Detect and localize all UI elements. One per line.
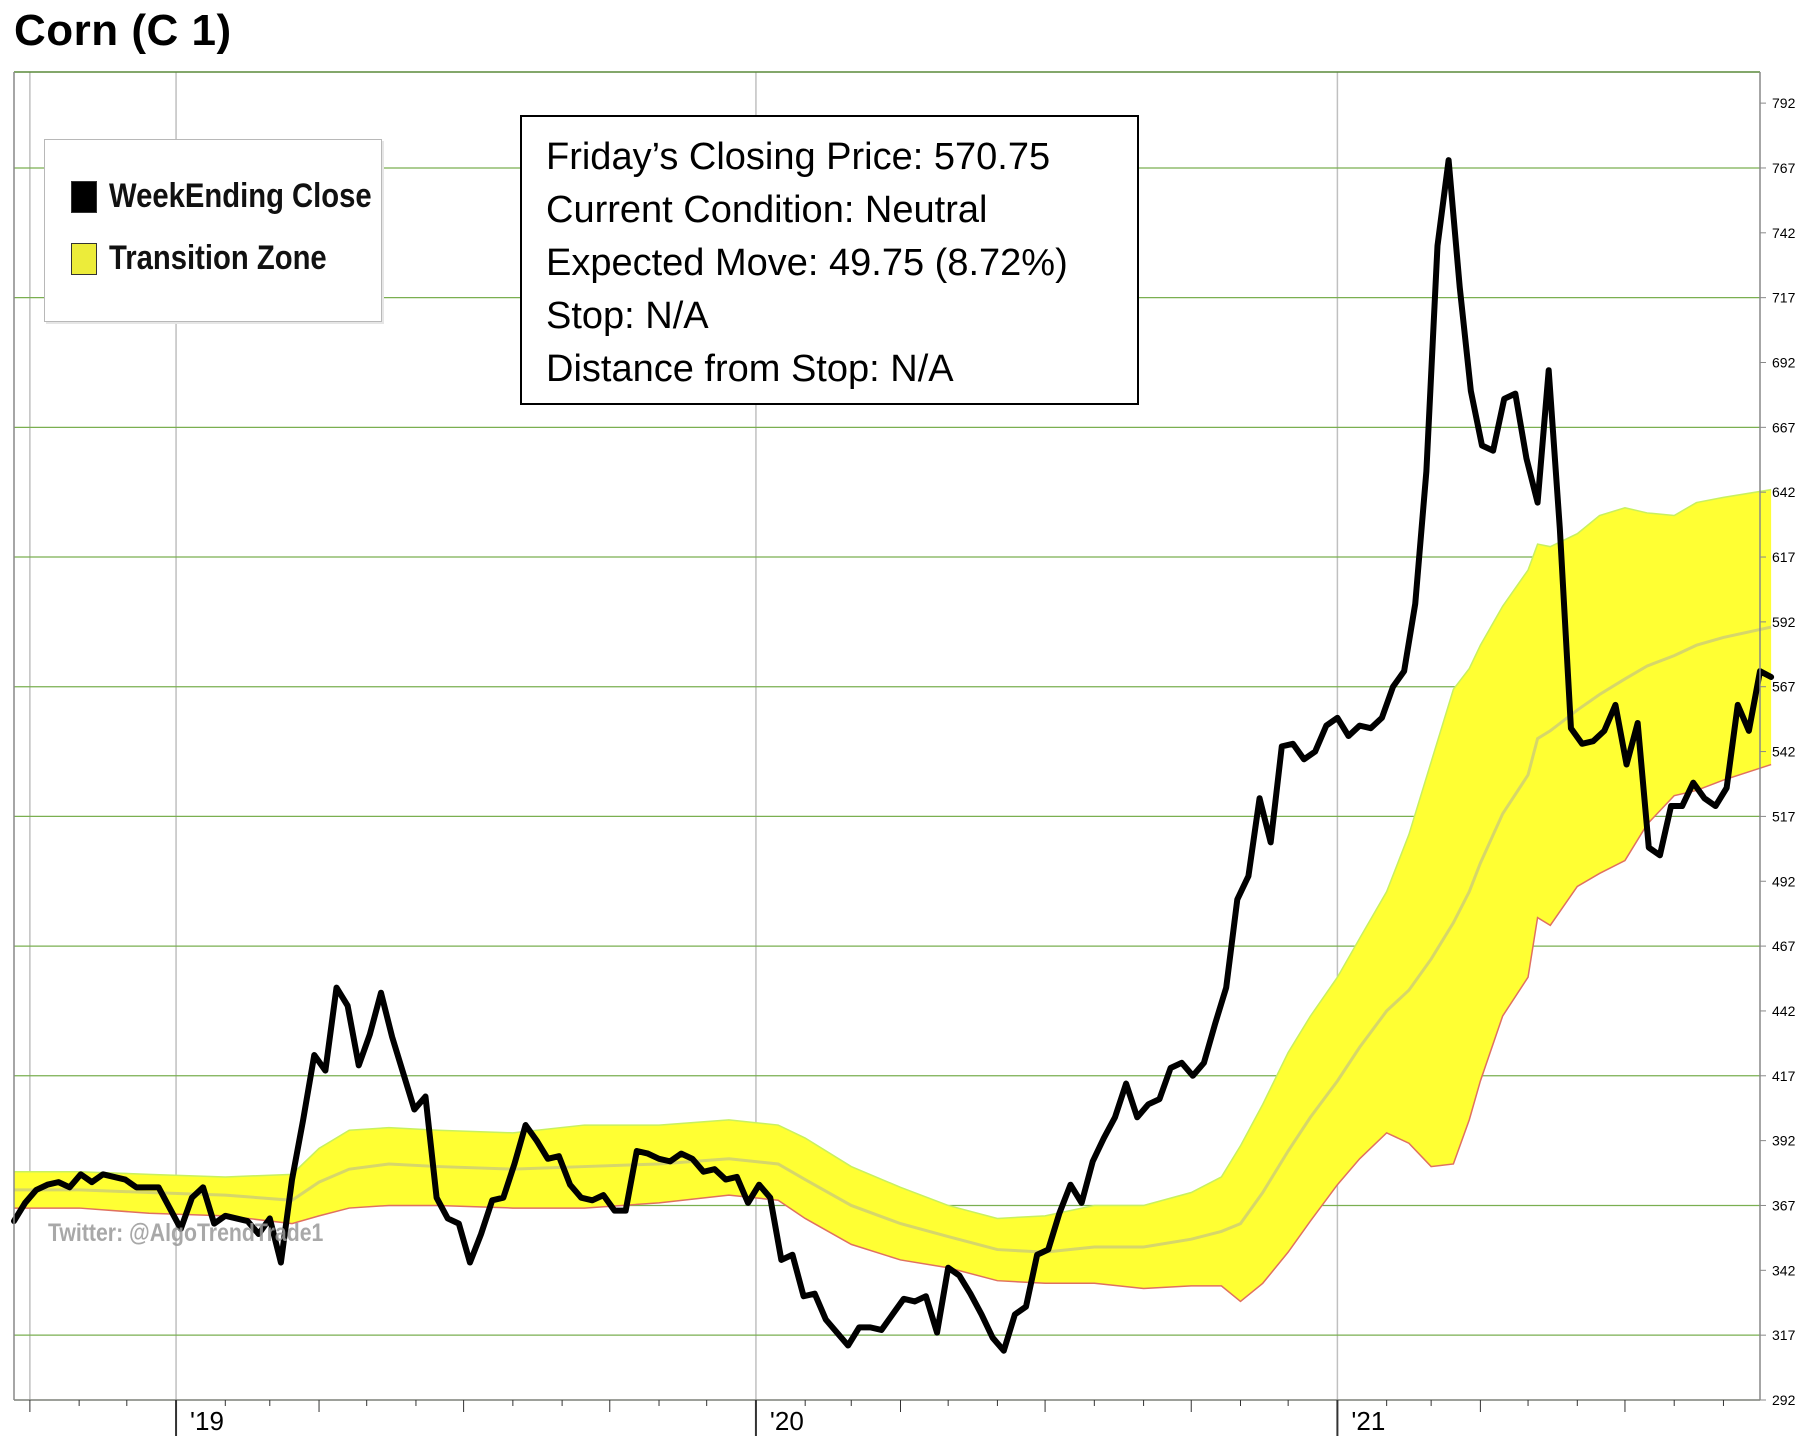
legend-label-close: WeekEnding Close bbox=[109, 177, 372, 215]
transition-zone-lower-edge bbox=[14, 763, 1772, 1303]
legend-item-zone: Transition Zone bbox=[71, 239, 362, 278]
condition-text: Current Condition: Neutral bbox=[546, 189, 988, 231]
distance-from-stop-text: Distance from Stop: N/A bbox=[546, 348, 954, 390]
y-tick-label-317: 317 bbox=[1772, 1327, 1796, 1343]
y-tick-label-692: 692 bbox=[1772, 355, 1796, 371]
closing-price-text: Friday’s Closing Price: 570.75 bbox=[546, 136, 1051, 178]
y-tick-label-642: 642 bbox=[1772, 484, 1796, 500]
y-tick-label-792: 792 bbox=[1772, 95, 1796, 111]
stop-text: Stop: N/A bbox=[546, 295, 709, 337]
transition-zone-band bbox=[14, 489, 1772, 1302]
y-tick-label-717: 717 bbox=[1772, 290, 1796, 306]
y-tick-label-567: 567 bbox=[1772, 679, 1796, 695]
y-tick-label-517: 517 bbox=[1772, 808, 1796, 824]
transition-zone-midline bbox=[14, 625, 1772, 1254]
y-tick-label-442: 442 bbox=[1772, 1003, 1796, 1019]
y-tick-label-742: 742 bbox=[1772, 225, 1796, 241]
y-tick-label-492: 492 bbox=[1772, 873, 1796, 889]
x-tick-label-2: '21 bbox=[1351, 1406, 1385, 1436]
y-tick-label-617: 617 bbox=[1772, 549, 1796, 565]
legend-label-zone: Transition Zone bbox=[109, 239, 327, 277]
chart-title: Corn (C 1) bbox=[14, 6, 232, 55]
y-tick-label-467: 467 bbox=[1772, 938, 1796, 954]
x-tick-label-1: '20 bbox=[770, 1406, 804, 1436]
y-tick-label-292: 292 bbox=[1772, 1392, 1796, 1408]
y-tick-label-417: 417 bbox=[1772, 1068, 1796, 1084]
watermark: Twitter: @AlgoTrendTrade1 bbox=[48, 1219, 324, 1247]
y-tick-label-342: 342 bbox=[1772, 1262, 1796, 1278]
legend-item-close: WeekEnding Close bbox=[71, 177, 414, 216]
expected-move-text: Expected Move: 49.75 (8.72%) bbox=[546, 242, 1068, 284]
weekending-close-line bbox=[11, 157, 1775, 1354]
x-tick-label-0: '19 bbox=[190, 1406, 224, 1436]
y-tick-label-767: 767 bbox=[1772, 160, 1796, 176]
legend-swatch-close bbox=[71, 180, 97, 213]
y-tick-label-392: 392 bbox=[1772, 1133, 1796, 1149]
legend-swatch-zone bbox=[71, 242, 97, 275]
y-tick-label-367: 367 bbox=[1772, 1197, 1796, 1213]
legend: WeekEnding Close Transition Zone bbox=[44, 139, 382, 322]
y-tick-label-667: 667 bbox=[1772, 419, 1796, 435]
y-tick-label-542: 542 bbox=[1772, 744, 1796, 760]
info-box: Friday’s Closing Price: 570.75 Current C… bbox=[520, 115, 1139, 405]
y-tick-label-592: 592 bbox=[1772, 614, 1796, 630]
